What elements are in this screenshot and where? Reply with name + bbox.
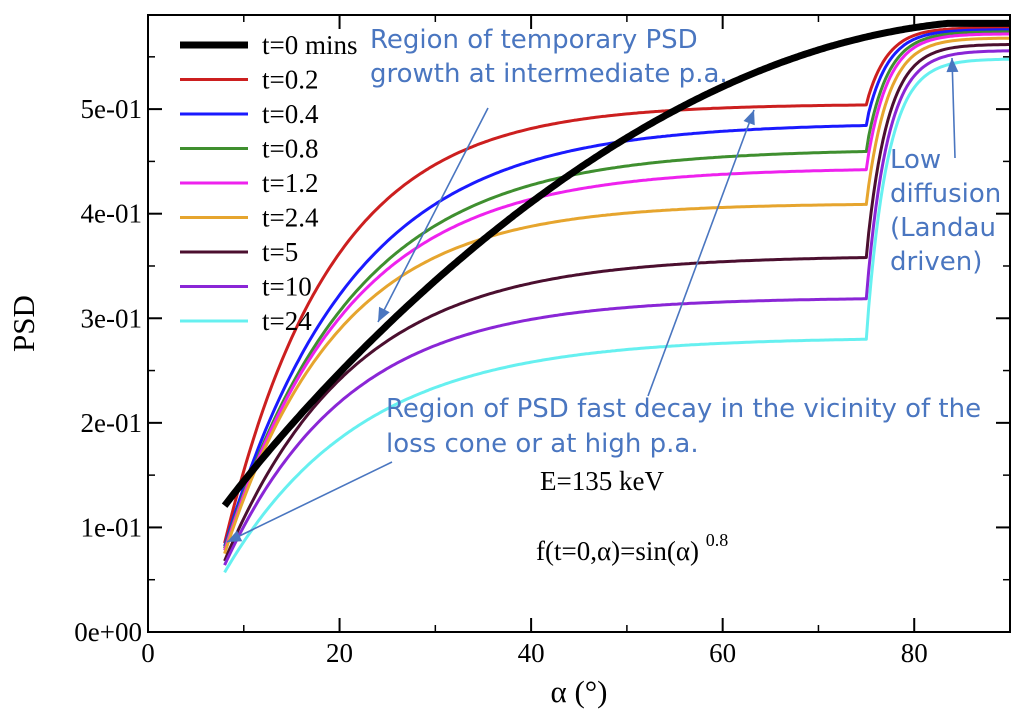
x-tick-label: 60 (709, 638, 736, 668)
annotation-arrow-head (743, 110, 755, 126)
annotation-arrow-head (378, 306, 390, 322)
annotation-text: Region of temporary PSD growth at interme… (370, 25, 728, 89)
x-tick-label: 20 (326, 638, 353, 668)
y-tick-label: 4e-01 (81, 199, 142, 229)
series-line (223, 43, 1010, 562)
annotation-line: diffusion (890, 179, 1001, 209)
annotation-line: Region of PSD fast decay in the vicinity… (386, 394, 981, 424)
formula-label: f(t=0,α)=sin(α) 0.8 (536, 530, 728, 566)
annotation-arrow-line (226, 461, 393, 543)
annotation-arrow-line (951, 57, 956, 159)
annotation-line: growth at intermediate p.a. (370, 59, 728, 89)
annotation-line: Region of temporary PSD (370, 25, 698, 55)
annotation-line: driven) (890, 247, 982, 277)
annotation-arrow-head (946, 58, 959, 73)
legend: t=0 mins t=0.2 t=0.4 t=0.8 t=1.2 t=2.4 t=5 t=10… (180, 30, 358, 336)
series-line (223, 26, 1010, 544)
legend-label: t=0 mins (262, 30, 358, 60)
y-tick-label: 2e-01 (81, 408, 142, 438)
legend-label: t=0.8 (262, 134, 318, 164)
y-axis-label: PSD (6, 295, 41, 352)
series-line (223, 30, 1010, 549)
annotation-arrow-line (647, 109, 755, 397)
series-line (221, 19, 1012, 508)
legend-label: t=10 (262, 272, 312, 302)
plot-frame (147, 14, 1011, 633)
x-axis-label: α (°) (550, 674, 607, 709)
annotation-line: loss cone or at high p.a. (386, 429, 699, 459)
legend-label: t=0.4 (262, 99, 319, 129)
legend-label: t=0.2 (262, 65, 318, 95)
formula-exponent: 0.8 (706, 530, 729, 550)
series-line (223, 36, 1010, 555)
annotation-arrow-head (227, 530, 243, 542)
legend-label: t=2.4 (262, 203, 319, 233)
annotation-text: Region of PSD fast decay in the vicinity… (386, 394, 981, 459)
legend-label: t=24 (262, 306, 312, 336)
annotations: Region of temporary PSD growth at interme… (370, 25, 1001, 459)
annotation-arrow-line (377, 107, 489, 323)
annotation-line: (Landau (890, 213, 996, 243)
x-tick-label: 0 (141, 638, 155, 668)
y-tick-label: 3e-01 (81, 303, 142, 333)
annotation-text: Low diffusion (Landau driven) (890, 145, 1001, 277)
y-tick-label: 1e-01 (81, 512, 142, 542)
curves-layer (221, 19, 1012, 574)
y-tick-label: 0e+00 (74, 617, 142, 647)
series-line (223, 49, 1011, 566)
x-tick-label: 40 (518, 638, 545, 668)
axis-ticks: 0 20 40 60 80 0e+00 1e-01 2e-01 3e-01 4e-01 5e-01 (74, 15, 1010, 668)
legend-label: t=5 (262, 237, 298, 267)
annotation-arrows (226, 57, 959, 543)
annotation-line: Low (890, 145, 941, 175)
formula-main: f(t=0,α)=sin(α) (536, 536, 699, 566)
y-tick-label: 5e-01 (81, 94, 142, 124)
energy-label: E=135 keV (540, 466, 664, 496)
series-line (223, 32, 1010, 551)
series-line (223, 57, 1011, 574)
x-tick-label: 80 (901, 638, 928, 668)
legend-label: t=1.2 (262, 168, 318, 198)
